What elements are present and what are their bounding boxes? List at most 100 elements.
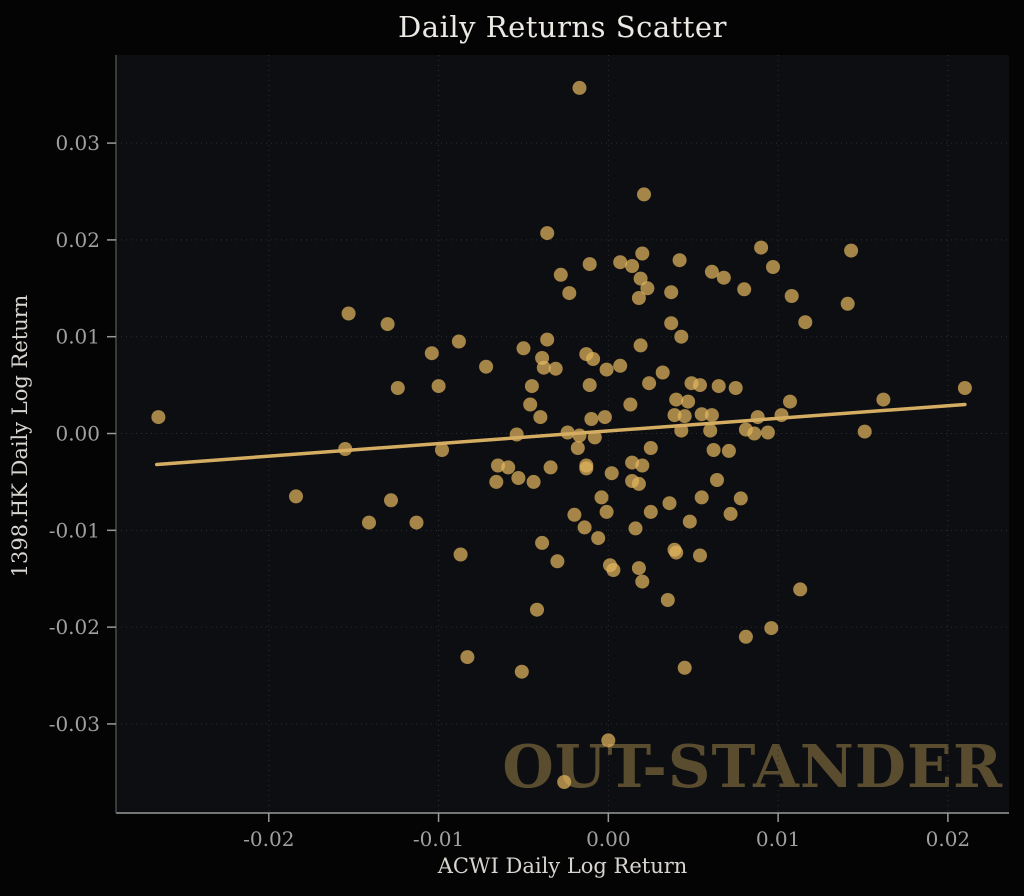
data-point xyxy=(151,410,166,425)
data-point xyxy=(793,582,808,597)
data-point xyxy=(669,545,684,560)
data-point xyxy=(384,493,398,508)
data-point xyxy=(798,315,813,330)
y-axis-label: 1398.HK Daily Log Return xyxy=(8,294,32,578)
trend-line xyxy=(154,402,967,467)
data-point xyxy=(628,521,643,536)
data-point xyxy=(694,490,709,505)
data-point xyxy=(682,514,697,529)
x-tick-label: -0.01 xyxy=(413,827,464,851)
data-point xyxy=(957,381,972,395)
data-point xyxy=(530,602,544,617)
data-point xyxy=(681,394,696,409)
data-point xyxy=(594,490,609,505)
x-tick-label: 0.02 xyxy=(926,827,971,851)
data-point xyxy=(604,466,619,481)
data-point xyxy=(489,474,504,489)
data-point xyxy=(640,281,655,296)
data-point xyxy=(597,410,612,425)
data-point xyxy=(526,474,541,489)
data-point xyxy=(582,257,597,272)
data-point xyxy=(501,460,516,475)
data-point xyxy=(844,243,859,258)
x-tick-label: -0.02 xyxy=(243,827,294,851)
data-point xyxy=(557,775,572,789)
data-point xyxy=(703,423,718,438)
data-point xyxy=(754,240,769,255)
x-axis-label: ACWI Daily Log Return xyxy=(437,854,688,878)
data-point xyxy=(572,80,587,95)
y-tick-label: 0.00 xyxy=(55,422,100,446)
data-point xyxy=(733,491,748,506)
data-point xyxy=(582,378,597,393)
data-point xyxy=(723,506,738,521)
data-point xyxy=(643,441,658,455)
data-point xyxy=(711,379,726,394)
data-point xyxy=(540,332,555,347)
data-point xyxy=(635,574,650,589)
data-point xyxy=(710,473,724,487)
data-point xyxy=(637,187,651,202)
data-point xyxy=(536,360,551,375)
data-point xyxy=(766,260,780,274)
x-tick-label: 0.00 xyxy=(586,827,631,851)
data-point xyxy=(631,291,646,305)
data-point xyxy=(562,286,577,301)
data-point xyxy=(625,259,640,273)
data-point xyxy=(721,443,736,458)
data-point xyxy=(623,397,638,412)
data-point xyxy=(599,504,614,519)
data-point xyxy=(672,253,687,268)
data-point xyxy=(424,346,439,361)
data-point xyxy=(341,306,356,321)
data-point xyxy=(479,359,494,374)
data-point xyxy=(533,410,548,425)
data-point xyxy=(631,561,646,576)
y-tick-label: -0.03 xyxy=(49,712,100,736)
data-point xyxy=(431,379,446,394)
data-point xyxy=(764,621,779,636)
data-point xyxy=(601,733,616,748)
data-point xyxy=(289,489,303,504)
data-point xyxy=(511,471,526,485)
data-point xyxy=(704,408,719,423)
data-point xyxy=(523,397,538,412)
data-point xyxy=(543,460,558,475)
data-point xyxy=(380,317,395,332)
data-point xyxy=(664,316,679,331)
data-point xyxy=(633,271,648,286)
y-tick-label: -0.01 xyxy=(49,518,100,542)
watermark: OUT-STANDER xyxy=(502,732,1003,801)
data-point xyxy=(706,443,721,457)
y-tick-label: -0.02 xyxy=(49,615,100,639)
data-point xyxy=(548,361,563,376)
data-point xyxy=(760,425,775,440)
data-point xyxy=(660,593,675,607)
data-point xyxy=(613,358,628,373)
data-point xyxy=(677,660,692,675)
data-point xyxy=(693,378,707,393)
data-point xyxy=(662,496,677,511)
data-point xyxy=(540,226,555,241)
data-point xyxy=(784,289,799,303)
data-point xyxy=(677,409,692,424)
data-point xyxy=(664,285,679,300)
data-point xyxy=(667,408,682,423)
data-point xyxy=(572,428,587,443)
data-point xyxy=(435,443,449,457)
data-point xyxy=(535,535,550,550)
data-point xyxy=(642,376,657,391)
data-point xyxy=(567,507,582,522)
data-point xyxy=(783,394,797,409)
data-point xyxy=(516,341,531,356)
data-point xyxy=(579,461,594,476)
data-point xyxy=(643,504,658,519)
data-point xyxy=(613,255,628,270)
data-point xyxy=(840,296,855,311)
data-point xyxy=(606,563,621,577)
data-point xyxy=(738,629,753,644)
data-point xyxy=(728,381,743,395)
data-point xyxy=(514,664,529,679)
